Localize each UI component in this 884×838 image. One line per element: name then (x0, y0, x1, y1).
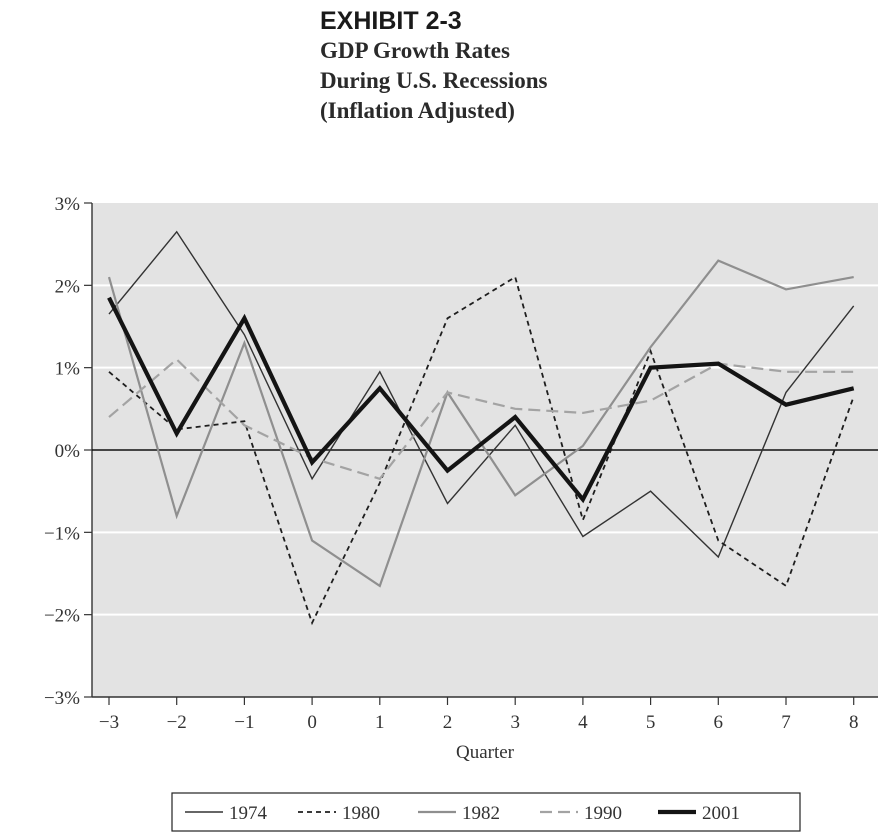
legend-label-2001: 2001 (702, 803, 740, 824)
y-tick-label: 0% (55, 441, 81, 462)
legend-label-1980: 1980 (342, 803, 380, 824)
series-line-1980 (108, 275, 855, 626)
tick-marks: −3% −2% −1% 0% 1% 2% 3% −3 −2 −1 0 1 2 3 4 5 6 7 8 (44, 194, 858, 733)
series-lines (107, 230, 855, 626)
x-tick-label: −1 (234, 712, 254, 733)
series-line-1974 (108, 230, 855, 559)
x-tick-label: 6 (714, 712, 724, 733)
x-tick-label: 4 (578, 712, 588, 733)
x-tick-label: 0 (307, 712, 317, 733)
x-tick-label: 1 (375, 712, 385, 733)
legend: 1974 1980 1982 1990 2001 (171, 792, 801, 832)
chart-title-line-3: (Inflation Adjusted) (320, 98, 515, 123)
chart-title-line-1: GDP Growth Rates (320, 38, 510, 63)
y-tick-label: −3% (44, 688, 80, 709)
gridlines (92, 284, 878, 616)
x-tick-label: 7 (781, 712, 791, 733)
y-tick-label: −2% (44, 606, 80, 627)
legend-label-1990: 1990 (584, 803, 622, 824)
y-tick-label: −1% (44, 523, 80, 544)
y-tick-label: 3% (55, 194, 81, 215)
x-tick-label: 8 (849, 712, 859, 733)
exhibit-label: EXHIBIT 2-3 (320, 7, 462, 35)
series-line-2001 (107, 296, 855, 504)
x-tick-label: 3 (510, 712, 520, 733)
x-tick-label: −2 (167, 712, 187, 733)
x-tick-label: 5 (646, 712, 656, 733)
x-axis-title: Quarter (456, 742, 515, 763)
legend-label-1982: 1982 (462, 803, 500, 824)
legend-label-1974: 1974 (229, 803, 268, 824)
y-tick-label: 2% (55, 276, 81, 297)
chart-title-line-2: During U.S. Recessions (320, 68, 548, 93)
title-block: EXHIBIT 2-3 GDP Growth Rates During U.S.… (320, 6, 547, 126)
x-tick-label: 2 (443, 712, 453, 733)
y-tick-label: 1% (55, 359, 81, 380)
series-line-1990 (108, 357, 854, 481)
x-tick-label: −3 (99, 712, 119, 733)
